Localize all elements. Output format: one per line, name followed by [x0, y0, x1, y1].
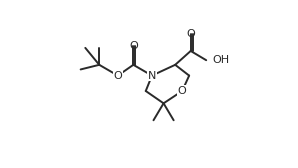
Text: O: O [178, 86, 187, 96]
Text: O: O [129, 41, 138, 51]
Text: O: O [186, 29, 195, 39]
Text: O: O [114, 71, 122, 81]
Text: N: N [148, 71, 156, 81]
Text: OH: OH [212, 55, 229, 65]
